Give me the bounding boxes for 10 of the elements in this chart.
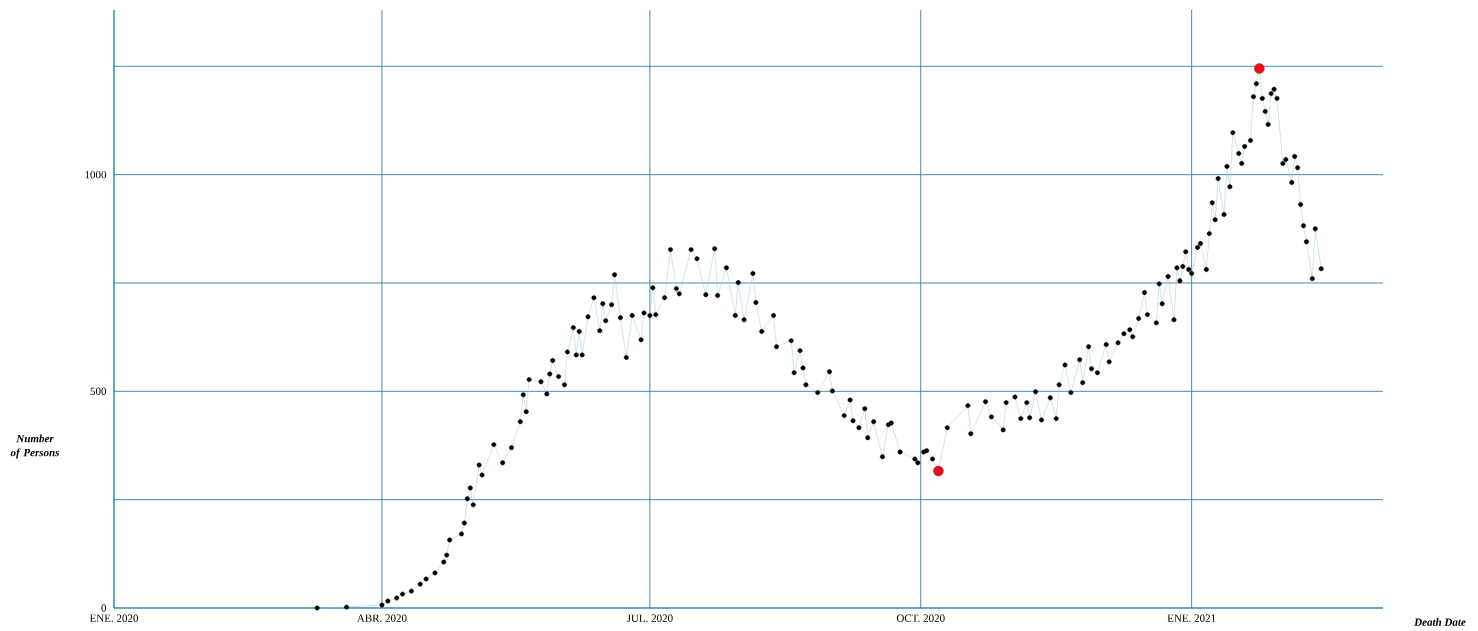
x-axis-title: Death Date [1414, 618, 1466, 626]
y-tick-label: 0 [101, 604, 107, 612]
y-tick-label: 1000 [85, 170, 107, 179]
y-tick-label: 500 [90, 387, 107, 396]
x-tick-label: ABR. 2020 [357, 614, 407, 622]
x-tick-label: JUL. 2020 [626, 614, 673, 622]
x-tick-label: ENE. 2020 [89, 614, 139, 622]
x-tick-label: OCT. 2020 [896, 614, 945, 622]
x-tick-label: ENE. 2021 [1167, 614, 1216, 622]
y-axis-title: Number of Persons [10, 434, 60, 459]
